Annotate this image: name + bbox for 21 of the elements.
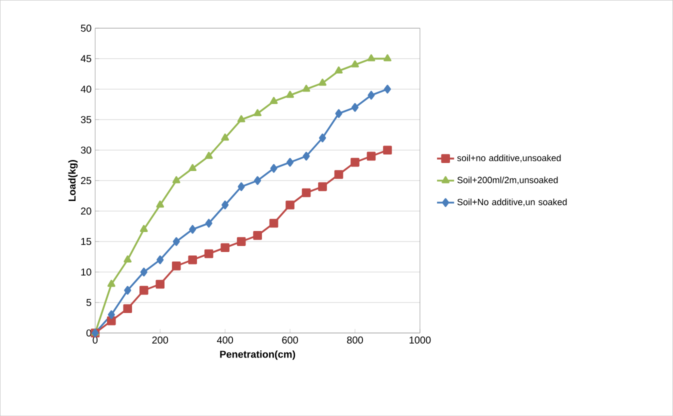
y-tick-label: 50 [80,24,92,32]
legend-label: Soil+200ml/2m,unsoaked [457,176,558,184]
y-axis-title: Load(kg) [68,160,78,201]
y-tick-label: 30 [80,146,92,154]
y-tick-label: 45 [80,55,92,62]
y-tick-label: 5 [86,298,92,306]
y-tick-label: 40 [80,86,92,93]
legend-label: Soil+No additive,un soaked [457,198,567,206]
x-tick-label: 400 [216,336,234,344]
y-tick-label: 0 [86,329,92,336]
x-tick-label: 200 [152,336,168,344]
y-tick-label: 35 [80,116,92,124]
legend-label: soil+no additive,unsoaked [457,154,561,162]
x-tick-label: 800 [347,336,363,344]
x-axis-title: Penetration(cm) [220,350,296,360]
y-tick-label: 25 [81,176,92,184]
x-tick-label: 1000 [410,336,431,344]
y-tick-label: 20 [81,207,92,215]
y-tick-label: 10 [81,268,92,276]
x-tick-label: 600 [282,336,298,344]
y-tick-label: 15 [81,238,92,245]
